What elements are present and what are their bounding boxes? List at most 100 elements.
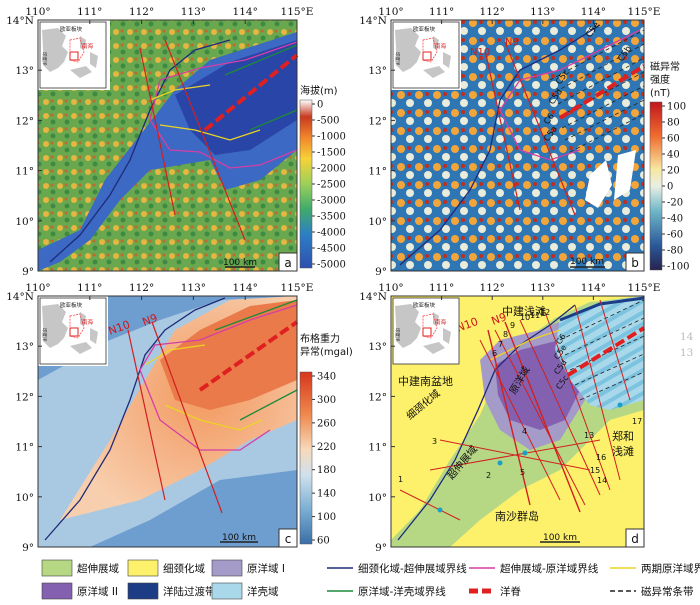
colorbar-tick-label: -2500 [317, 180, 346, 191]
legend-line-label: 原洋域-洋壳域界线 [358, 585, 446, 598]
colorbar-c-bar [299, 371, 313, 545]
colorbar-tick-label: -4500 [317, 244, 346, 255]
lat-tick-label: 14°N [359, 291, 387, 303]
panel-c-boundary-yellow [144, 344, 263, 431]
colorbar-c-title-1: 布格重力 [300, 332, 340, 345]
inset-south-china-sea-outline [422, 37, 438, 63]
legend-line-label: 洋脊 [500, 585, 521, 598]
colorbar-tick-label: -1000 [317, 132, 346, 143]
panel-a-scale-label: 100 km [223, 258, 257, 268]
lat-tick-label: 9° [22, 542, 34, 554]
colorbar-tick-label: -4000 [317, 228, 346, 239]
panel-d-boundary-yellow [489, 329, 561, 361]
lat-tick-label: 11° [15, 166, 34, 178]
panel-b-scale-label: 100 km [570, 257, 604, 267]
panel-b-letter-box [625, 252, 645, 272]
inset-label-indian-ocean: 印度洋 [41, 328, 48, 342]
legend-swatch-label: 原洋域 II [77, 585, 118, 598]
colorbar-tick-label: -20 [667, 198, 683, 209]
lon-tick-label: 112° [480, 6, 505, 18]
colorbar-b-unit: (nT) [650, 88, 670, 99]
legend-swatch [127, 559, 159, 577]
inset-label-eurasia: 欧亚板块 [413, 301, 436, 309]
lon-tick-label: 114° [233, 6, 258, 18]
lat-tick-label: 12° [15, 391, 34, 403]
colorbar-tick-label: 60 [317, 536, 330, 547]
lat-tick-label: 14°N [6, 15, 34, 27]
lat-tick-label: 13° [368, 65, 387, 77]
panel-d-label-zhenghe-1: 郑和 [612, 429, 634, 443]
side-mark-1: 14 [680, 331, 694, 343]
panel-a-letter: a [284, 256, 291, 270]
inset-study-area [422, 51, 432, 61]
lat-tick-label: 9° [375, 542, 387, 554]
panel-a-abyss [175, 40, 297, 155]
colorbar-tick-label: 260 [317, 418, 336, 429]
inset-land-islands [423, 312, 451, 354]
profile-number: 10 [520, 313, 530, 322]
legend-line-label: 细颈化域-超伸展域界线 [358, 562, 467, 575]
inset-south-china-sea-outline [422, 313, 438, 339]
lon-tick-label: 110° [25, 6, 50, 18]
lat-tick-label: 10° [15, 216, 34, 228]
panel-d: 中建浅滩 中建南盆地 细颈化域 超伸展域 原洋域 郑和 浅滩 南沙群岛 N10 … [390, 295, 646, 548]
lon-tick-label: 111° [429, 282, 454, 294]
colorbar-b-bar [649, 101, 663, 271]
profile-number: 5 [520, 468, 525, 477]
side-mark-2: 13 [680, 347, 693, 359]
lon-tick-label: 114° [581, 282, 606, 294]
lon-tick-label: 115°E [628, 6, 661, 18]
panel-d-oct [559, 296, 645, 322]
colorbar-tick-label: 60 [667, 134, 680, 145]
lon-tick-label: 114° [233, 282, 258, 294]
legend-line-label: 两期原洋域界线 [641, 562, 700, 575]
inset-land-islands [70, 312, 98, 354]
panel-b-label-n10: N10 [470, 47, 490, 58]
inset-label-scs: 南海 [82, 42, 94, 50]
inset-label-indian-ocean: 印度洋 [41, 52, 48, 66]
panel-b-letter: b [631, 256, 639, 270]
panel-d-anomaly-stripes [559, 299, 645, 401]
profile-number: 12 [540, 308, 550, 317]
colorbar-b-title-1: 磁异常 [650, 60, 680, 73]
inset-label-indian-ocean: 印度洋 [394, 52, 401, 66]
legend-line-label: 超伸展域-原洋域界线 [500, 562, 599, 575]
inset-label-eurasia: 欧亚板块 [60, 301, 83, 309]
profile-number: 2 [486, 471, 491, 480]
panel-a-colorbar: 海拔(m) 0 -500 -1000 -1500 -2000 -2500 -3000 -350… [299, 84, 346, 271]
legend-swatch-label: 超伸展域 [77, 562, 119, 575]
colorbar-tick-label: 80 [667, 118, 680, 129]
panel-b-boundary-proto [499, 29, 641, 161]
legend-swatch [211, 559, 243, 577]
lon-tick-label: 115°E [281, 282, 314, 294]
legend-line-label: 磁异常条带 [641, 585, 694, 598]
lon-tick-label: 111° [77, 282, 102, 294]
inset-label-eurasia: 欧亚板块 [413, 25, 436, 33]
panel-d-label-n9: N9 [490, 310, 509, 327]
lon-tick-label: 114° [581, 6, 606, 18]
colorbar-tick-label: -80 [667, 246, 683, 257]
legend-swatch [41, 582, 73, 600]
lat-tick-label: 13° [368, 341, 387, 353]
colorbar-tick-label: -500 [317, 116, 339, 127]
legend-swatch-label: 洋壳域 [247, 585, 279, 598]
inset-study-area [422, 327, 432, 337]
colorbar-tick-label: -60 [667, 230, 683, 241]
panel-d-oct-dot-3 [437, 507, 443, 513]
lon-tick-label: 112° [480, 282, 505, 294]
lon-tick-label: 110° [25, 282, 50, 294]
colorbar-tick-label: -100 [667, 262, 689, 273]
profile-number: 4 [522, 427, 527, 436]
panel-d-oct-dot-2 [497, 460, 503, 466]
colorbar-tick-label: -40 [667, 214, 683, 225]
panel-a-profile-n9 [164, 39, 246, 241]
panel-d-boundary-necking [397, 304, 576, 541]
colorbar-a-bar [299, 99, 313, 269]
panel-a-boundary-yellow [149, 84, 261, 141]
lon-tick-label: 111° [429, 6, 454, 18]
legend-swatch [127, 582, 159, 600]
profile-number: 7 [498, 340, 503, 349]
inset-study-area [69, 327, 79, 337]
